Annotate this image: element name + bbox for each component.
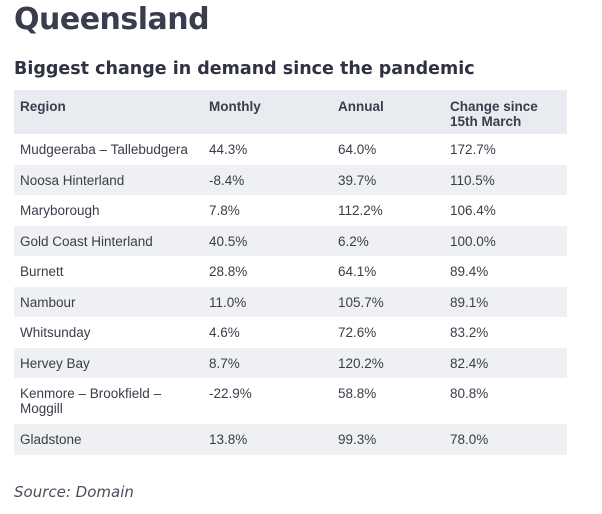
table-row: Kenmore – Brookfield – Moggill -22.9% 58… [14, 378, 567, 424]
cell-monthly: 13.8% [209, 432, 248, 447]
table-row: Noosa Hinterland -8.4% 39.7% 110.5% [14, 164, 567, 195]
cell-region: Mudgeeraba – Tallebudgera [20, 142, 188, 157]
cell-annual: 58.8% [338, 386, 377, 401]
cell-change: 106.4% [450, 203, 496, 218]
cell-annual: 64.0% [338, 142, 377, 157]
cell-monthly: 7.8% [209, 203, 240, 218]
cell-monthly: 40.5% [209, 233, 248, 249]
table-row: Mudgeeraba – Tallebudgera 44.3% 64.0% 17… [14, 134, 567, 165]
cell-region: Hervey Bay [20, 355, 90, 371]
cell-annual: 6.2% [338, 233, 369, 249]
cell-monthly: 8.7% [209, 355, 240, 371]
cell-monthly: -8.4% [209, 172, 245, 188]
cell-change: 80.8% [450, 386, 489, 401]
cell-region: Whitsunday [20, 325, 91, 340]
cell-annual: 105.7% [338, 294, 384, 310]
cell-change: 89.1% [450, 294, 489, 310]
header-monthly: Monthly [209, 99, 261, 114]
cell-monthly: 4.6% [209, 325, 240, 340]
cell-annual: 39.7% [338, 172, 377, 188]
cell-change: 78.0% [450, 432, 489, 447]
source-note: Source: Domain [14, 483, 134, 501]
cell-annual: 120.2% [338, 355, 384, 371]
cell-region: Kenmore – Brookfield – Moggill [20, 386, 162, 416]
table-row: Hervey Bay 8.7% 120.2% 82.4% [14, 347, 567, 378]
cell-change: 172.7% [450, 142, 496, 157]
table-caption: Biggest change in demand since the pande… [14, 59, 475, 79]
cell-change: 82.4% [450, 355, 489, 371]
cell-region: Maryborough [20, 203, 100, 218]
cell-change: 100.0% [450, 233, 496, 249]
cell-region: Nambour [20, 294, 76, 310]
cell-region: Gladstone [20, 432, 82, 447]
cell-monthly: 44.3% [209, 142, 248, 157]
table-row: Nambour 11.0% 105.7% 89.1% [14, 286, 567, 317]
cell-region: Noosa Hinterland [20, 172, 125, 188]
page-title: Queensland [14, 2, 210, 37]
table-row: Gladstone 13.8% 99.3% 78.0% [14, 424, 567, 455]
cell-region: Gold Coast Hinterland [20, 233, 153, 249]
cell-annual: 112.2% [338, 203, 383, 218]
table-row: Gold Coast Hinterland 40.5% 6.2% 100.0% [14, 225, 567, 256]
cell-annual: 64.1% [338, 264, 377, 279]
cell-change: 83.2% [450, 325, 489, 340]
cell-monthly: 28.8% [209, 264, 248, 279]
cell-region: Burnett [20, 264, 64, 279]
table-row: Maryborough 7.8% 112.2% 106.4% [14, 195, 567, 226]
header-change-since: Change since 15th March [450, 99, 538, 129]
cell-annual: 99.3% [338, 432, 377, 447]
table-row: Whitsunday 4.6% 72.6% 83.2% [14, 317, 567, 348]
cell-monthly: -22.9% [209, 386, 252, 401]
header-annual: Annual [338, 99, 384, 114]
table-row: Burnett 28.8% 64.1% 89.4% [14, 256, 567, 287]
cell-change: 89.4% [450, 264, 489, 279]
cell-annual: 72.6% [338, 325, 377, 340]
cell-monthly: 11.0% [209, 294, 247, 310]
table-header-row: Region Monthly Annual Change since 15th … [14, 90, 567, 134]
header-region: Region [20, 99, 66, 114]
cell-change: 110.5% [450, 172, 495, 188]
demand-table: Region Monthly Annual Change since 15th … [14, 90, 567, 455]
